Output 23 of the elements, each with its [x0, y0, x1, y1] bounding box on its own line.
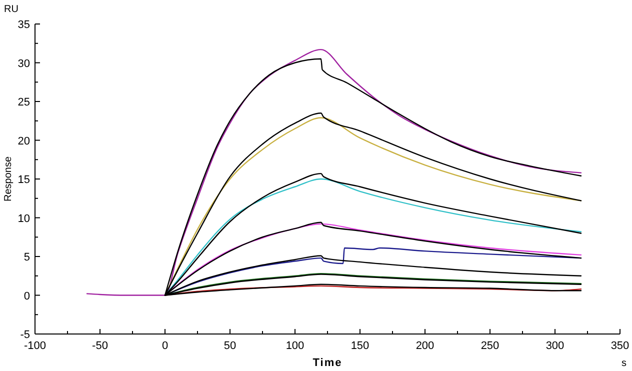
- x-tick-label: 150: [350, 340, 370, 352]
- y-tick-label: 35: [18, 19, 30, 31]
- x-tick-label: 350: [610, 340, 630, 352]
- text: s: [622, 358, 626, 369]
- x-tick-label: 50: [224, 340, 236, 352]
- y-tick-label: 30: [18, 58, 30, 70]
- x-tick-label: -50: [92, 340, 108, 352]
- y-axis-title: Response: [3, 156, 14, 202]
- y-tick-label: 10: [18, 212, 30, 225]
- x-axis-title: Time: [312, 357, 342, 369]
- text: RU: [4, 4, 18, 15]
- x-tick-label: 0: [162, 340, 168, 352]
- y-tick-label: 5: [24, 252, 30, 264]
- x-tick-label: 250: [480, 340, 500, 352]
- x-tick-label: 200: [416, 340, 434, 352]
- y-tick-label: 25: [18, 96, 30, 108]
- y-tick-label: 0: [24, 290, 30, 302]
- y-tick-label: -5: [20, 329, 30, 341]
- x-tick-label: -100: [24, 340, 46, 352]
- x-tick-label: 300: [546, 340, 564, 352]
- x-tick-label: 100: [286, 340, 304, 352]
- y-tick-label: 20: [18, 135, 30, 148]
- y-tick-label: 15: [18, 174, 30, 186]
